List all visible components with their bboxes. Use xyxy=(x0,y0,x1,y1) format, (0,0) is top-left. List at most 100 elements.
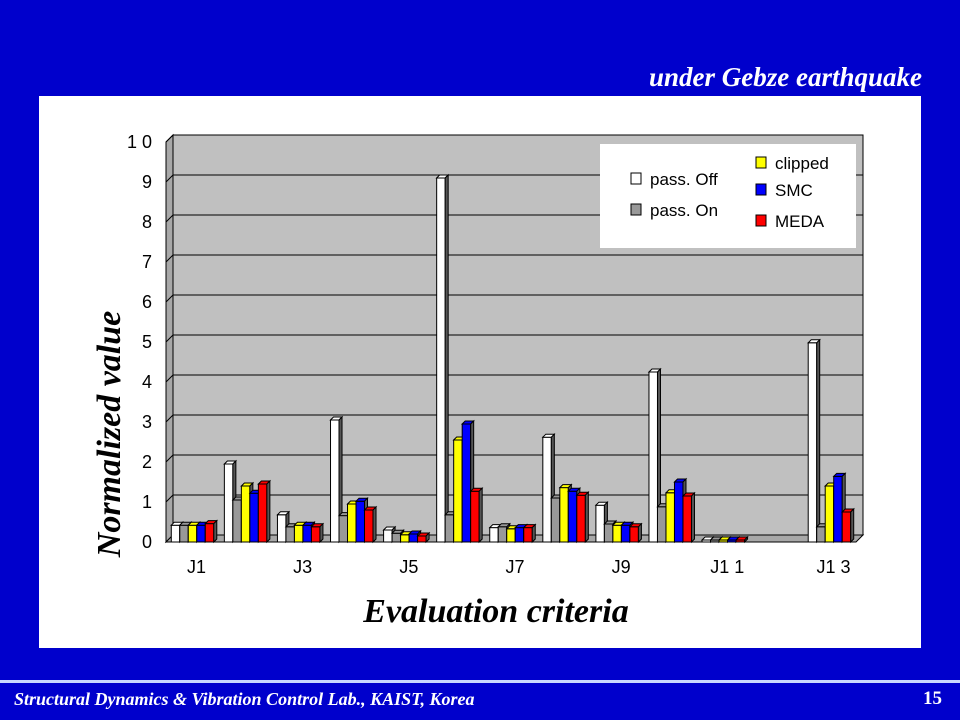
x-tick-label: J9 xyxy=(612,557,631,577)
bar-front xyxy=(816,526,826,543)
gridline xyxy=(165,414,863,423)
bar-side xyxy=(478,486,483,544)
x-tick-label: J3 xyxy=(293,557,312,577)
bar-side xyxy=(425,531,430,544)
bar xyxy=(469,486,484,544)
y-tick-label: 4 xyxy=(142,372,152,392)
bar xyxy=(628,522,643,544)
bar-front xyxy=(383,529,393,543)
y-tick-label: 9 xyxy=(142,172,152,192)
x-tick-label: J1 1 xyxy=(710,557,744,577)
x-axis-ticks: J1 J3 J5 J7 J9 J1 1 J1 3 xyxy=(187,557,850,577)
bar xyxy=(329,415,344,544)
bar xyxy=(734,535,749,544)
plot-area xyxy=(164,133,865,544)
x-tick-label: J1 3 xyxy=(816,557,850,577)
bar-front xyxy=(603,523,614,543)
page-number: 15 xyxy=(923,688,942,709)
bar-front xyxy=(187,524,198,543)
bar xyxy=(310,522,325,544)
bar-side xyxy=(690,491,695,544)
legend: pass. Off pass. On clipped SMC MEDA xyxy=(600,144,856,248)
bar-front xyxy=(629,526,639,543)
bar-side xyxy=(266,479,271,544)
bar-chart: 0 1 2 3 4 5 6 7 8 9 1 0 J1 J3 J5 J7 J9 J1 1 J1 3 Normali… xyxy=(91,132,865,630)
bar-front xyxy=(204,523,215,543)
gridline xyxy=(165,294,863,303)
y-tick-label: 2 xyxy=(142,452,152,472)
bar-front xyxy=(550,497,561,543)
bar-side xyxy=(213,519,218,544)
bar-front xyxy=(364,509,374,543)
bar xyxy=(575,490,590,544)
bar-side xyxy=(744,535,749,544)
bar-front xyxy=(338,515,349,543)
bar-front xyxy=(514,527,525,543)
bar-front xyxy=(576,494,586,543)
y-tick-label: 3 xyxy=(142,412,152,432)
bar-front xyxy=(232,499,242,543)
bar-front xyxy=(293,524,304,543)
legend-swatch xyxy=(755,183,767,196)
bar-side xyxy=(372,505,377,544)
legend-swatch xyxy=(755,156,767,169)
y-tick-label: 5 xyxy=(142,332,152,352)
bar xyxy=(681,491,696,544)
bar-front xyxy=(682,495,692,543)
x-tick-label: J1 xyxy=(187,557,206,577)
bar-front xyxy=(620,524,631,543)
bar xyxy=(416,531,431,544)
bar-front xyxy=(285,526,295,543)
y-axis-ticks: 0 1 2 3 4 5 6 7 8 9 1 0 xyxy=(127,132,152,552)
bar xyxy=(435,173,450,544)
bar-front xyxy=(506,528,516,543)
bar-side xyxy=(637,522,642,544)
bar-side xyxy=(319,522,324,544)
bar-front xyxy=(824,485,835,543)
bar-front xyxy=(453,439,463,543)
slide-subtitle: under Gebze earthquake xyxy=(648,62,922,92)
gridline xyxy=(165,134,863,143)
footer-lab-name: Structural Dynamics & Vibration Control … xyxy=(14,689,475,709)
bar-front xyxy=(417,535,427,543)
bar-front xyxy=(595,504,605,543)
bar-front xyxy=(436,177,446,543)
legend-swatch xyxy=(630,203,642,216)
bar-front xyxy=(807,342,818,543)
legend-swatch xyxy=(630,172,642,185)
bar-front xyxy=(489,527,499,543)
legend-label: SMC xyxy=(775,181,813,200)
footer-divider xyxy=(0,680,960,683)
y-tick-label: 6 xyxy=(142,292,152,312)
gridline xyxy=(165,374,863,383)
bar-front xyxy=(330,419,340,543)
bar-front xyxy=(355,500,366,543)
y-tick-label: 1 0 xyxy=(127,132,152,152)
bar-side xyxy=(816,338,821,544)
bar-front xyxy=(347,503,357,543)
legend-swatch xyxy=(755,214,767,227)
bar xyxy=(522,523,537,544)
chart-panel: 0 1 2 3 4 5 6 7 8 9 1 0 J1 J3 J5 J7 J9 J1 1 J1 3 Normali… xyxy=(39,96,921,648)
bar-front xyxy=(276,514,287,543)
gridline xyxy=(165,254,863,263)
bar-front xyxy=(302,524,312,543)
bar-front xyxy=(461,423,472,543)
bar-front xyxy=(310,526,321,543)
legend-label: pass. Off xyxy=(650,170,718,189)
bar-front xyxy=(170,524,181,543)
bar-front xyxy=(559,487,569,543)
x-tick-label: J7 xyxy=(505,557,524,577)
gridline xyxy=(165,494,863,503)
bar-side xyxy=(531,523,536,544)
bar-front xyxy=(567,490,578,543)
bar-front xyxy=(179,524,189,543)
bar-front xyxy=(408,533,419,543)
bar-side xyxy=(444,173,449,544)
bar-front xyxy=(612,524,622,543)
bar-front xyxy=(240,485,251,543)
bar-front xyxy=(673,481,684,543)
y-axis-title: Normalized value xyxy=(91,311,128,558)
y-tick-label: 8 xyxy=(142,212,152,232)
bar-side xyxy=(584,490,589,544)
